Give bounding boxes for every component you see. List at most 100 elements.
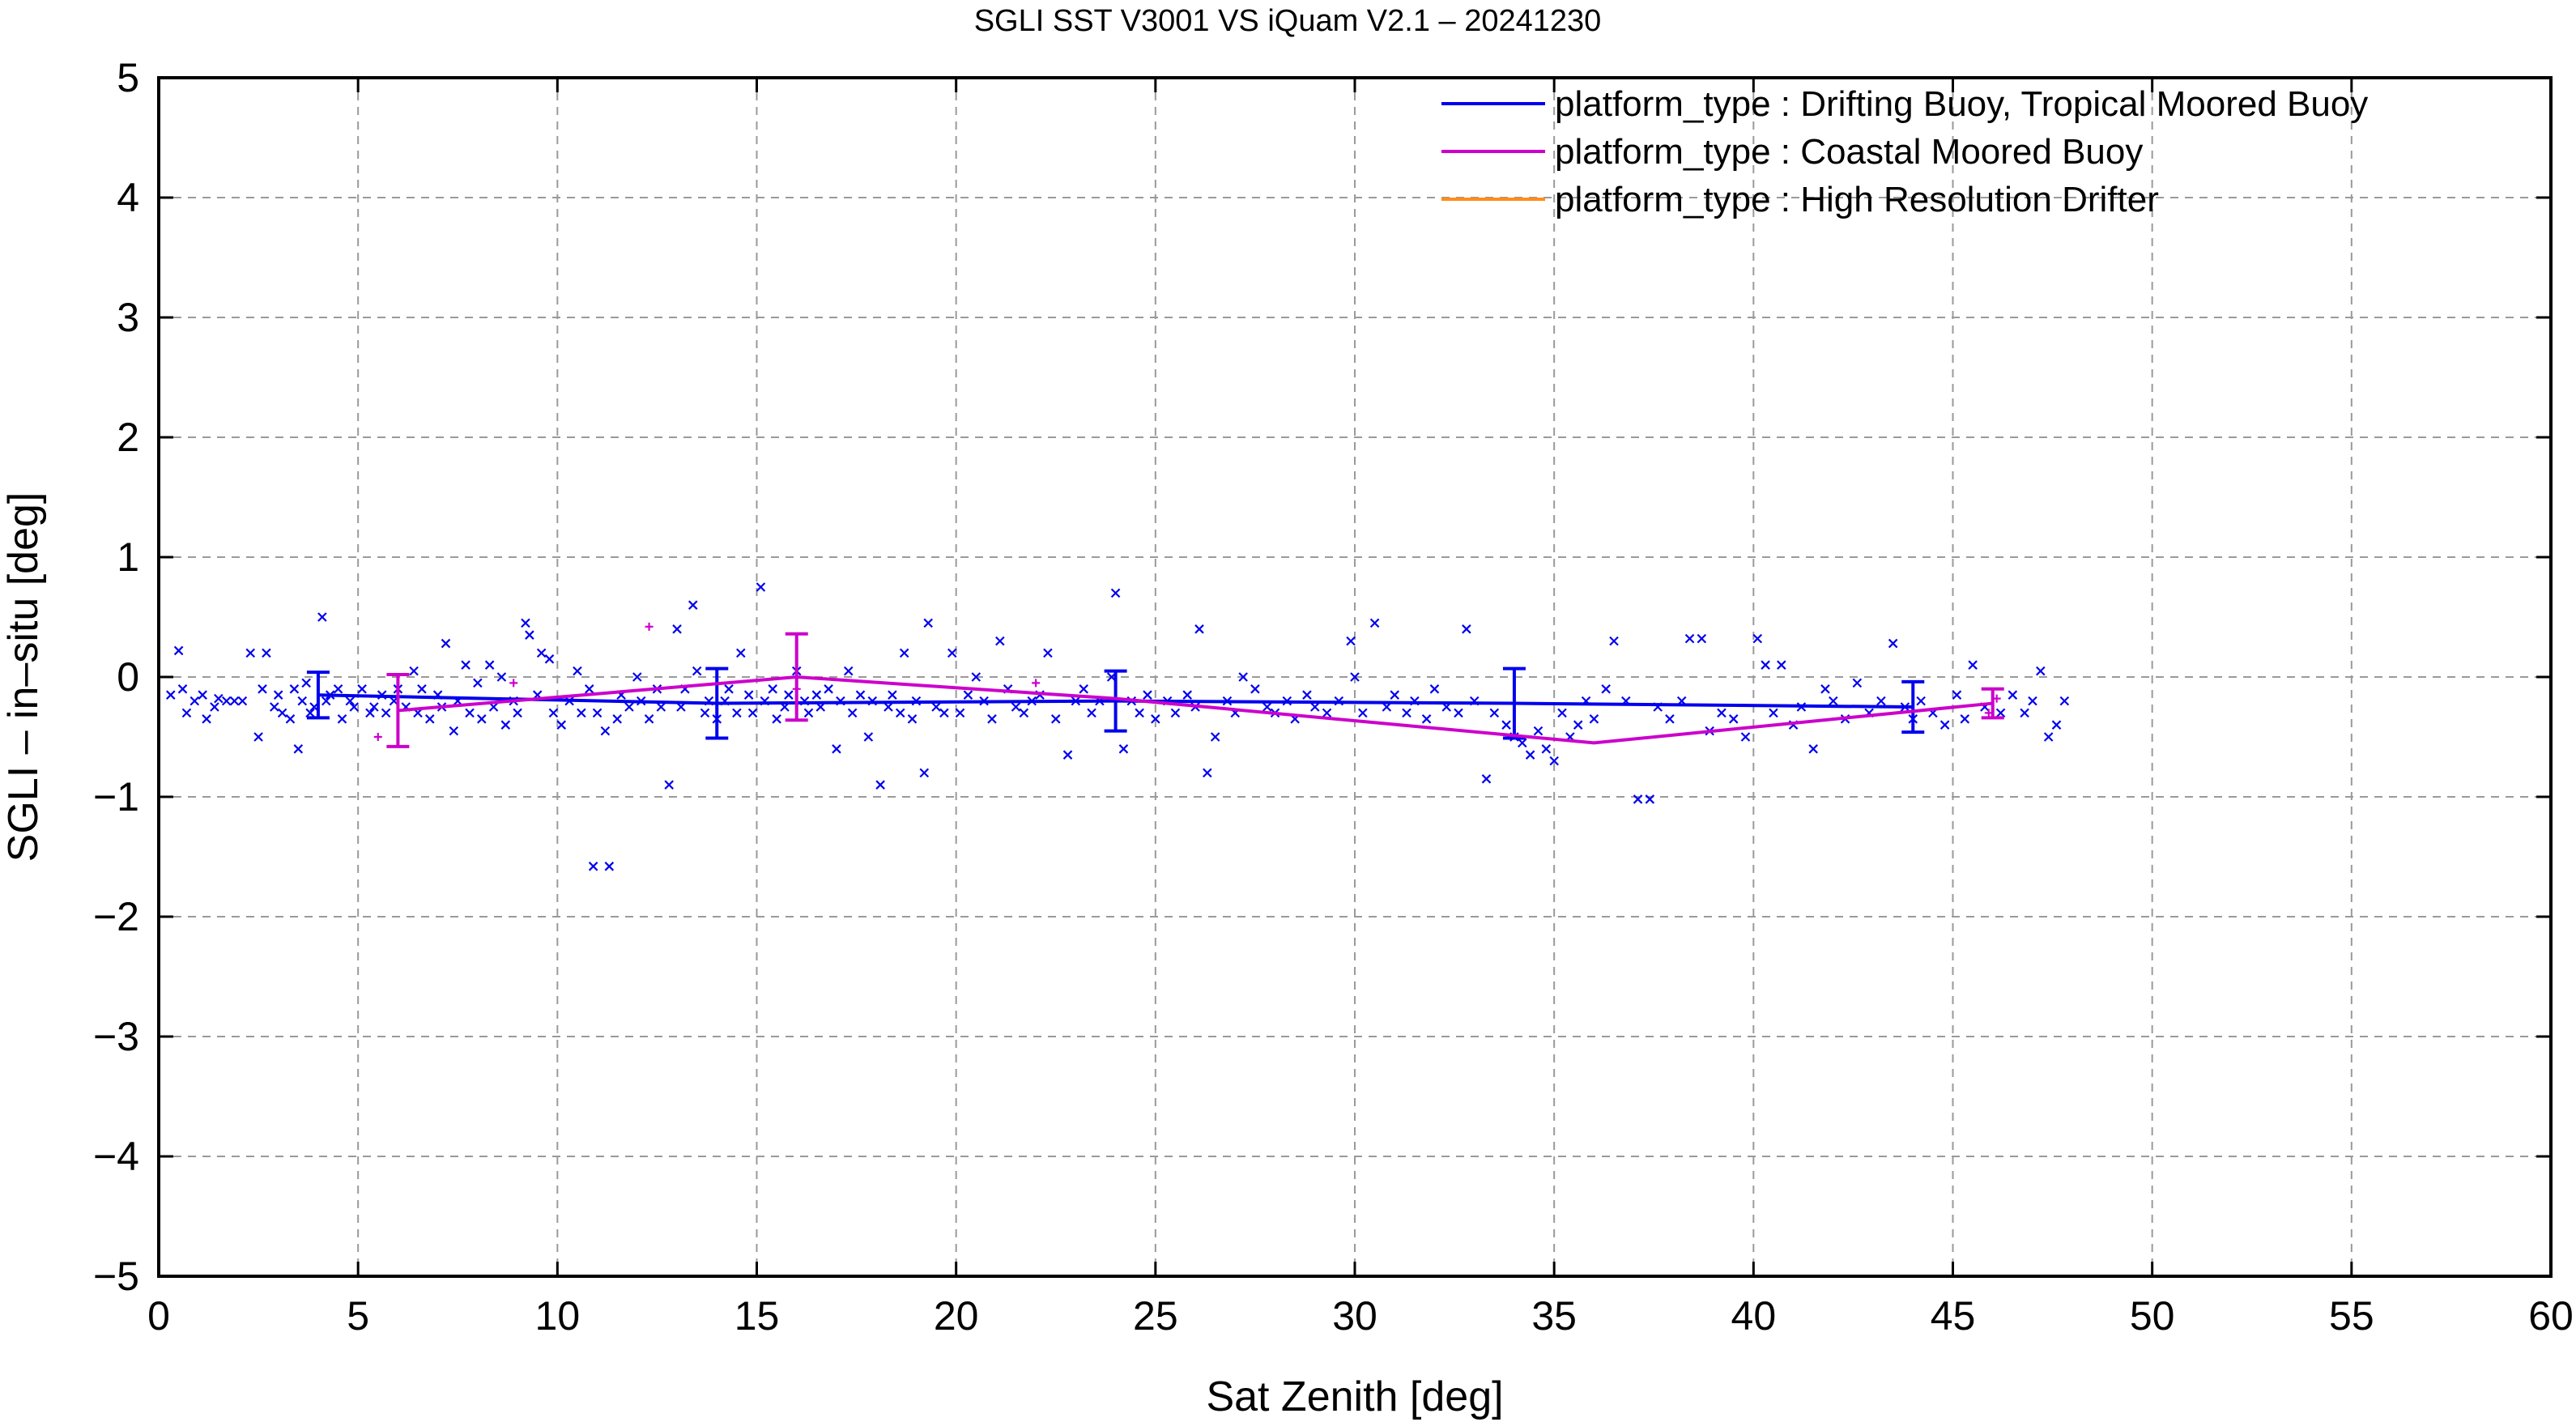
x-tick-label: 10 <box>535 1293 581 1339</box>
scatter-point <box>692 666 702 676</box>
scatter-point <box>245 648 256 658</box>
scatter-point <box>1358 708 1368 718</box>
scatter-point <box>724 684 734 694</box>
scatter-point <box>1050 714 1061 724</box>
scatter-point <box>1170 708 1181 718</box>
error-bar <box>386 673 410 748</box>
scatter-point <box>963 690 973 700</box>
scatter-point <box>843 666 854 676</box>
scatter-point <box>1032 679 1041 688</box>
scatter-point <box>855 690 866 700</box>
scatter-point <box>784 690 794 700</box>
scatter-point <box>644 714 654 724</box>
scatter-point <box>525 630 534 640</box>
scatter-point <box>824 684 833 694</box>
scatter-point <box>556 720 567 730</box>
scatter-point <box>1876 696 1886 706</box>
series-1 <box>373 622 2004 748</box>
scatter-point <box>931 702 941 712</box>
y-tick-label: −2 <box>93 894 139 939</box>
scatter-point <box>645 622 654 631</box>
y-tick-label: −4 <box>93 1134 139 1179</box>
scatter-point <box>1143 690 1152 700</box>
scatter-point <box>477 714 487 724</box>
error-bar <box>1502 666 1526 740</box>
scatter-point <box>1852 678 1863 688</box>
scatter-point <box>1151 714 1160 724</box>
scatter-point <box>202 714 211 724</box>
x-tick-label: 50 <box>2130 1293 2175 1339</box>
scatter-point <box>1043 648 1053 658</box>
scatter-point <box>189 696 200 706</box>
scatter-point <box>811 690 822 700</box>
x-axis-title: Sat Zenith [deg] <box>1206 1373 1503 1420</box>
x-tick-label: 35 <box>1531 1293 1577 1339</box>
scatter-point <box>1322 708 1332 718</box>
scatter-point <box>297 696 308 706</box>
error-bar <box>306 671 330 720</box>
y-tick-label: 1 <box>117 534 139 580</box>
x-tick-label: 5 <box>347 1293 369 1339</box>
x-tick-label: 25 <box>1133 1293 1178 1339</box>
scatter-point <box>688 600 698 610</box>
scatter-point <box>1402 708 1411 718</box>
scatter-point <box>747 708 758 718</box>
y-tick-label: −5 <box>93 1254 139 1299</box>
scatter-point <box>888 690 897 700</box>
scatter-point <box>465 708 475 718</box>
scatter-point <box>768 684 777 694</box>
scatter-point <box>473 678 483 688</box>
scatter-point <box>181 708 192 718</box>
scatter-point <box>803 708 814 718</box>
scatter-point <box>1302 690 1312 700</box>
scatter-point <box>484 660 495 670</box>
scatter-point <box>1573 720 1583 730</box>
scatter-point <box>612 714 622 724</box>
scatter-point <box>1752 633 1763 644</box>
scatter-point <box>1525 750 1535 760</box>
scatter-point <box>863 732 874 742</box>
y-axis-title: SGLI – in–situ [deg] <box>0 492 47 862</box>
scatter-point <box>1777 660 1786 670</box>
scatter-point <box>577 708 586 718</box>
scatter-point <box>600 726 611 736</box>
scatter-point <box>1589 714 1599 724</box>
scatter-point <box>1346 636 1356 646</box>
scatter-point <box>1390 690 1400 700</box>
scatter-point <box>1194 624 1204 634</box>
x-tick-label: 20 <box>934 1293 979 1339</box>
scatter-point <box>357 684 367 694</box>
scatter-point <box>1820 684 1830 694</box>
scatter-point <box>1684 633 1695 644</box>
scatter-point <box>548 708 559 718</box>
scatter-point <box>1135 708 1144 718</box>
scatter-point <box>1665 714 1675 724</box>
scatter-point <box>743 690 754 700</box>
scatter-point <box>2036 666 2046 676</box>
scatter-point <box>1481 774 1492 784</box>
scatter-point <box>955 708 965 718</box>
scatter-point <box>1609 636 1619 646</box>
scatter-point <box>1110 588 1121 598</box>
scatter-point <box>1429 684 1440 694</box>
scatter-point <box>333 684 343 694</box>
scatter-point <box>258 684 267 694</box>
scatter-point <box>899 648 909 658</box>
scatter-point <box>895 708 905 718</box>
scatter-point <box>2008 690 2018 700</box>
x-tick-label: 40 <box>1731 1293 1777 1339</box>
scatter-point <box>592 708 602 718</box>
scatter-point <box>1995 708 2006 718</box>
x-tick-label: 30 <box>1332 1293 1377 1339</box>
y-tick-label: 4 <box>117 175 139 220</box>
scatter-point <box>321 696 331 706</box>
scatter-point <box>496 672 507 682</box>
scatter-point <box>1238 672 1248 682</box>
scatter-point <box>513 708 522 718</box>
scatter-point <box>1309 702 1320 712</box>
scatter-point <box>987 714 997 724</box>
legend-label: platform_type : High Resolution Drifter <box>1555 180 2159 219</box>
chart-title: SGLI SST V3001 VS iQuam V2.1 – 20241230 <box>974 4 1602 38</box>
scatter-point <box>1645 794 1655 804</box>
